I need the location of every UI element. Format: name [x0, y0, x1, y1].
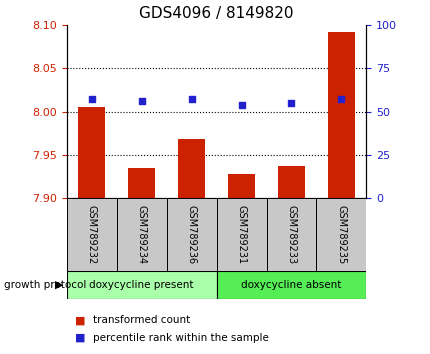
Text: ▶: ▶ — [55, 280, 64, 290]
Bar — [216, 271, 366, 299]
Point — [237, 102, 244, 107]
Text: GSM789232: GSM789232 — [86, 205, 97, 264]
Bar — [216, 198, 266, 271]
Point — [88, 97, 95, 102]
Bar — [316, 198, 366, 271]
Point — [188, 97, 195, 102]
Text: doxycycline present: doxycycline present — [89, 280, 194, 290]
Bar — [178, 139, 205, 198]
Bar — [67, 271, 216, 299]
Bar — [266, 198, 316, 271]
Text: ■: ■ — [75, 315, 86, 325]
Point — [138, 98, 145, 104]
Text: percentile rank within the sample: percentile rank within the sample — [92, 333, 268, 343]
Bar — [327, 32, 354, 198]
Bar — [227, 174, 255, 198]
Point — [287, 100, 294, 106]
Bar — [166, 198, 216, 271]
Text: GSM789234: GSM789234 — [136, 205, 146, 264]
Bar — [67, 198, 117, 271]
Text: growth protocol: growth protocol — [4, 280, 86, 290]
Bar — [117, 198, 166, 271]
Text: ■: ■ — [75, 333, 86, 343]
Text: GSM789233: GSM789233 — [286, 205, 296, 264]
Text: GSM789231: GSM789231 — [236, 205, 246, 264]
Point — [337, 97, 344, 102]
Bar — [128, 168, 155, 198]
Title: GDS4096 / 8149820: GDS4096 / 8149820 — [139, 6, 293, 21]
Bar — [78, 107, 105, 198]
Text: GSM789236: GSM789236 — [186, 205, 196, 264]
Text: transformed count: transformed count — [92, 315, 190, 325]
Bar — [277, 166, 304, 198]
Text: doxycycline absent: doxycycline absent — [241, 280, 341, 290]
Text: GSM789235: GSM789235 — [335, 205, 346, 264]
